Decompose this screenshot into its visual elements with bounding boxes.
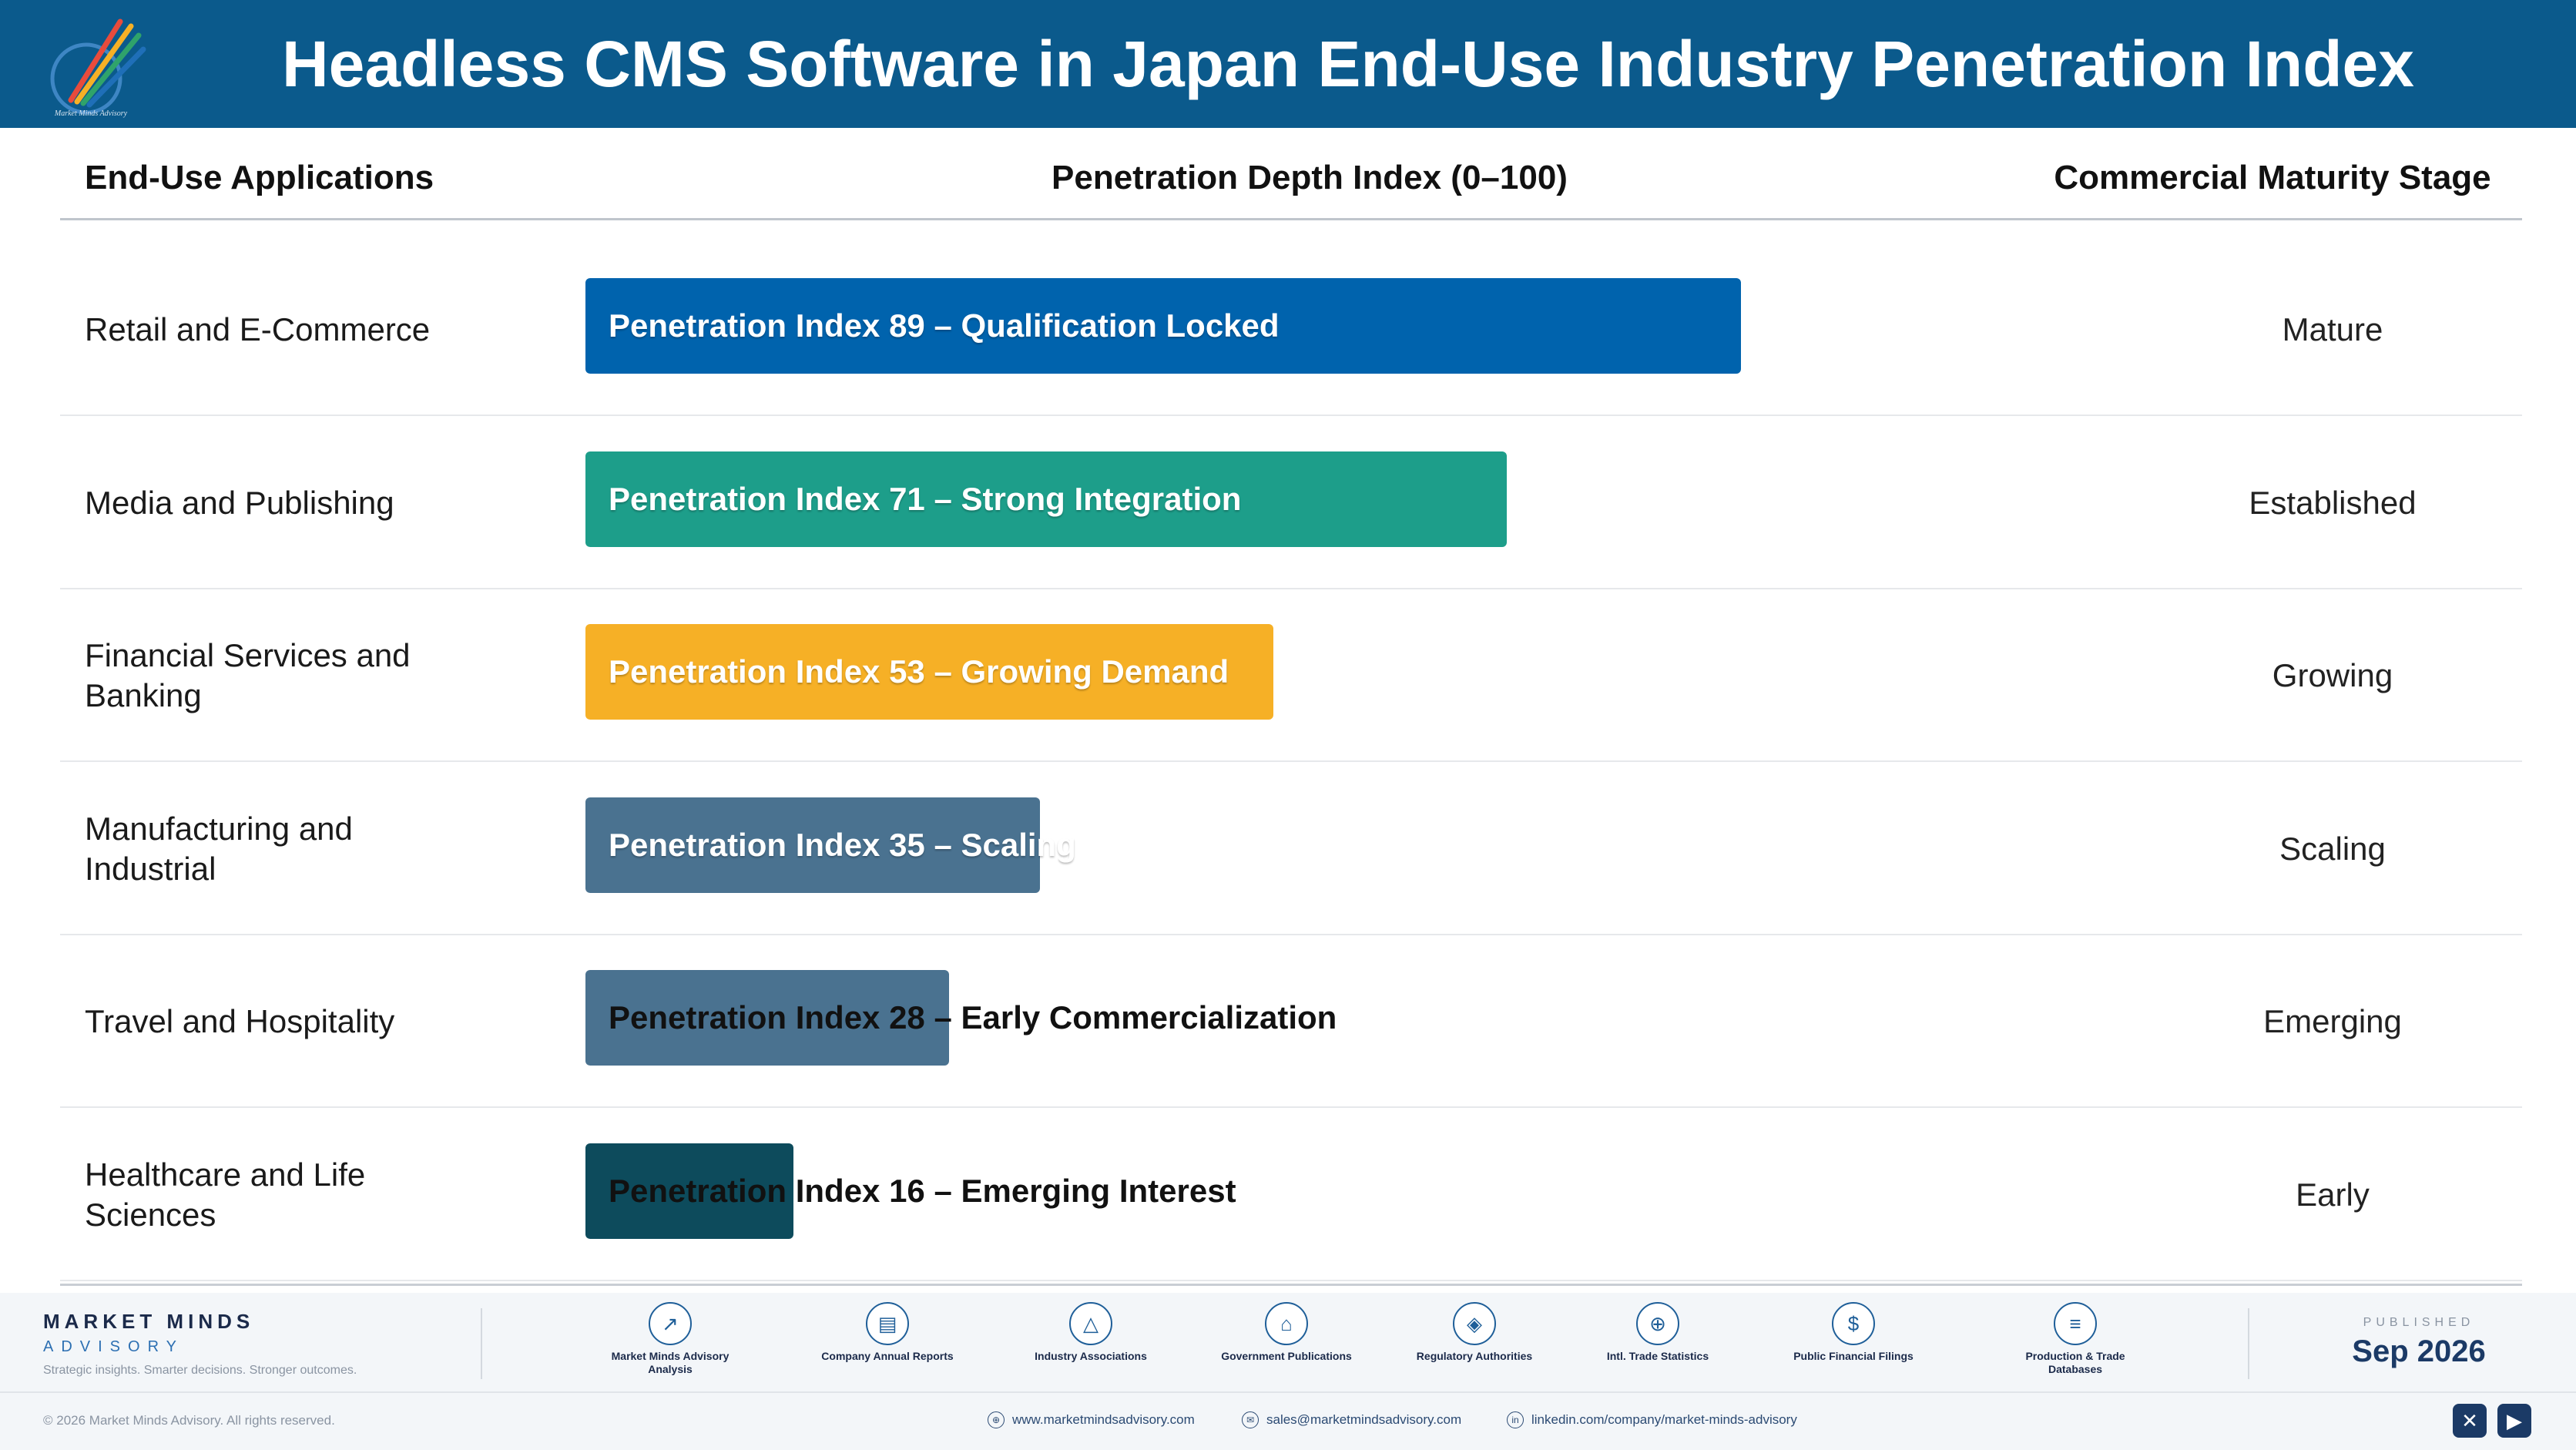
source-item: ≡ Production & Trade Databases <box>1998 1302 2152 1376</box>
globe-icon: ⊕ <box>1636 1302 1679 1345</box>
copyright-text: © 2026 Market Minds Advisory. All rights… <box>43 1413 335 1428</box>
source-label: Government Publications <box>1221 1350 1352 1362</box>
source-label: Public Financial Filings <box>1793 1350 1914 1362</box>
bar-data-label: Penetration Index 28 – Early Commerciali… <box>609 999 1337 1035</box>
footer-divider <box>481 1308 482 1379</box>
maturity-stage: Growing <box>2272 657 2393 693</box>
column-header-applications: End-Use Applications <box>85 159 434 196</box>
linkedin-link[interactable]: in linkedin.com/company/market-minds-adv… <box>1507 1410 1797 1430</box>
penetration-bar <box>585 970 949 1066</box>
email-text: sales@marketmindsadvisory.com <box>1266 1412 1462 1427</box>
penetration-bar <box>585 797 1040 893</box>
penetration-bar <box>585 1143 793 1239</box>
chart-bottom-divider <box>60 1284 2522 1286</box>
category-label: Retail and E-Commerce <box>85 311 431 347</box>
maturity-stage: Mature <box>2282 311 2383 347</box>
published-date: Sep 2026 <box>2352 1334 2486 1368</box>
footer: MARKET MINDS ADVISORY Strategic insights… <box>0 1293 2576 1450</box>
source-item: △ Industry Associations <box>1014 1302 1168 1363</box>
bar-data-label: Penetration Index 35 – Scaling <box>609 826 1076 863</box>
source-label: Company Annual Reports <box>821 1350 954 1362</box>
penetration-bar <box>585 624 1273 720</box>
category-label: Financial Services and Banking <box>85 637 411 713</box>
chart-row: Travel and Hospitality Penetration Index … <box>60 935 2522 1108</box>
brand-sub: ADVISORY <box>43 1338 184 1355</box>
category-label: Healthcare and Life Sciences <box>85 1156 366 1233</box>
brand-tagline: Strategic insights. Smarter decisions. S… <box>43 1364 357 1377</box>
logo-icon <box>50 18 146 115</box>
header-banner: Market Minds Advisory Headless CMS Softw… <box>0 0 2576 128</box>
chart-row: Media and Publishing Penetration Index 71… <box>60 417 2522 589</box>
category-label: Manufacturing and Industrial <box>85 810 353 887</box>
bar-data-label: Penetration Index 53 – Growing Demand <box>609 653 1229 690</box>
bar-data-label: Penetration Index 16 – Emerging Interest <box>609 1172 1236 1209</box>
website-link[interactable]: ⊕ www.marketmindsadvisory.com <box>988 1410 1195 1430</box>
chart-row: Healthcare and Life Sciences Penetration … <box>60 1109 2522 1281</box>
globe-icon: ⊕ <box>988 1411 1005 1428</box>
email-link[interactable]: ✉ sales@marketmindsadvisory.com <box>1242 1410 1461 1430</box>
source-label: Regulatory Authorities <box>1416 1350 1533 1362</box>
maturity-stage: Early <box>2296 1176 2370 1213</box>
penetration-bar <box>585 278 1741 374</box>
page-title: Headless CMS Software in Japan End-Use I… <box>282 28 2414 100</box>
database-icon: ≡ <box>2054 1302 2097 1345</box>
footer-rule <box>0 1391 2576 1393</box>
source-item: ▤ Company Annual Reports <box>810 1302 964 1363</box>
source-label: Industry Associations <box>1035 1350 1147 1362</box>
document-icon: ▤ <box>866 1302 909 1345</box>
brand-name: MARKET MINDS <box>43 1310 255 1333</box>
penetration-bar <box>585 451 1507 547</box>
linkedin-icon: in <box>1507 1411 1524 1428</box>
chart-row: Manufacturing and Industrial Penetration … <box>60 763 2522 935</box>
maturity-stage: Scaling <box>2279 830 2386 867</box>
source-label: Production & Trade Databases <box>2025 1350 2125 1375</box>
category-label: Media and Publishing <box>85 484 394 521</box>
chart-line-icon: ↗ <box>649 1302 692 1345</box>
logo-text: Market Minds Advisory <box>54 109 128 118</box>
maturity-stage: Established <box>2249 484 2417 521</box>
chart-row: Financial Services and Banking Penetratio… <box>60 589 2522 762</box>
published-label: PUBLISHED <box>2363 1316 2475 1329</box>
source-label: Market Minds Advisory Analysis <box>611 1350 730 1375</box>
source-item: ◈ Regulatory Authorities <box>1397 1302 1551 1363</box>
shield-icon: ◈ <box>1453 1302 1496 1345</box>
mail-icon: ✉ <box>1242 1411 1259 1428</box>
bar-data-label: Penetration Index 71 – Strong Integratio… <box>609 480 1242 517</box>
x-social-icon[interactable]: ✕ <box>2453 1404 2487 1438</box>
footer-divider <box>2248 1308 2249 1379</box>
network-icon: △ <box>1069 1302 1112 1345</box>
chart-row: Retail and E-Commerce Penetration Index 8… <box>60 243 2522 416</box>
footer-brand: MARKET MINDS ADVISORY Strategic insights… <box>43 1310 357 1378</box>
source-item: $ Public Financial Filings <box>1776 1302 1930 1363</box>
column-header-index: Penetration Depth Index (0–100) <box>1052 159 1568 196</box>
category-label: Travel and Hospitality <box>85 1003 395 1039</box>
published-block: PUBLISHED Sep 2026 <box>2296 1316 2542 1369</box>
dollar-coin-icon: $ <box>1832 1302 1875 1345</box>
column-header-stage: Commercial Maturity Stage <box>2054 159 2491 196</box>
header-divider <box>60 218 2522 220</box>
government-building-icon: ⌂ <box>1265 1302 1308 1345</box>
bar-data-label: Penetration Index 89 – Qualification Loc… <box>609 307 1280 344</box>
youtube-social-icon[interactable]: ▶ <box>2497 1404 2531 1438</box>
source-label: Intl. Trade Statistics <box>1606 1350 1709 1362</box>
maturity-stage: Emerging <box>2263 1003 2402 1039</box>
source-item: ↗ Market Minds Advisory Analysis <box>593 1302 747 1376</box>
website-text: www.marketmindsadvisory.com <box>1012 1412 1195 1427</box>
linkedin-text: linkedin.com/company/market-minds-adviso… <box>1531 1412 1797 1427</box>
source-item: ⊕ Intl. Trade Statistics <box>1581 1302 1735 1363</box>
source-item: ⌂ Government Publications <box>1209 1302 1363 1363</box>
